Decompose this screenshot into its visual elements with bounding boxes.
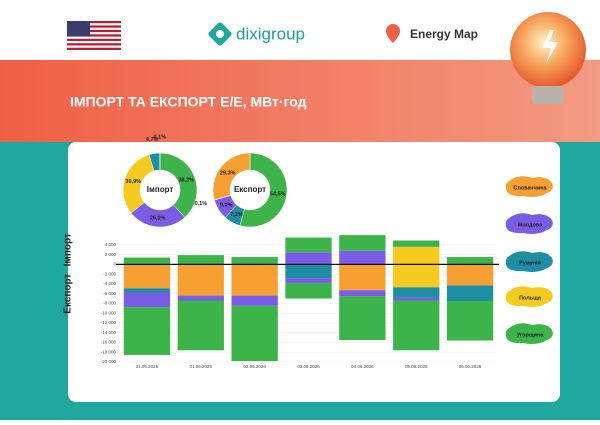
- x-tick-label: 31.05.2026: [136, 364, 159, 369]
- bar-segment: [447, 301, 493, 341]
- slice-label: 54,5%: [270, 191, 286, 197]
- slice-label: 26,0%: [150, 215, 166, 221]
- x-tick-label: 03.06.2026: [297, 364, 320, 369]
- legend-label: Румунія: [519, 260, 541, 266]
- bar-segment: [285, 252, 331, 264]
- bar-segment: [124, 307, 170, 355]
- slice-label: 7,2%: [230, 212, 243, 218]
- slice-label: 30,9%: [125, 179, 141, 185]
- slice-label: 0,1%: [154, 134, 167, 140]
- y-tick-label: -10 000: [101, 310, 117, 315]
- legend-label: Словаччина: [513, 185, 547, 191]
- y-tick-label: -6 000: [103, 291, 116, 296]
- bar-segment: [124, 288, 170, 292]
- slice-label: 38,3%: [178, 177, 194, 183]
- bar-segment: [339, 251, 385, 265]
- slice-label: 9,0%: [220, 202, 233, 208]
- legend-label: Польща: [519, 295, 542, 301]
- x-tick-label: 06.06.2026: [459, 364, 482, 369]
- bar-segment: [124, 258, 170, 265]
- bar-segment: [393, 240, 439, 246]
- bar-segment: [393, 301, 439, 351]
- y-label-export: Експорт: [63, 274, 74, 314]
- title: ІМПОРТ ТА ЕКСПОРТ Е/Е, МВт·год: [70, 94, 307, 110]
- x-tick-label: 01.06.2026: [190, 364, 213, 369]
- bar-segment: [231, 296, 277, 306]
- bar-segment: [231, 264, 277, 295]
- bar-segment: [393, 287, 439, 297]
- bar-segment: [447, 264, 493, 285]
- y-tick-label: -2 000: [103, 271, 116, 276]
- bar-segment: [393, 298, 439, 301]
- y-tick-label: -18 000: [101, 349, 117, 354]
- x-tick-label: 02.06.2026: [243, 364, 266, 369]
- slice-label: 29,3%: [220, 170, 236, 176]
- logo-text: dixigroup: [236, 24, 305, 43]
- y-tick-label: -4 000: [103, 281, 116, 286]
- bar-segment: [124, 292, 170, 307]
- y-tick-label: -12 000: [101, 320, 117, 325]
- bar-segment: [393, 247, 439, 265]
- x-tick-label: 04.06.2026: [351, 364, 374, 369]
- bar-segment: [178, 264, 224, 295]
- y-tick-label: -8 000: [103, 301, 116, 306]
- bar-segment: [285, 278, 331, 283]
- bar-segment: [285, 283, 331, 299]
- donut-center: Імпорт: [147, 185, 174, 194]
- legend-label: Молдова: [518, 222, 543, 228]
- bar-segment: [231, 306, 277, 361]
- bar-segment: [339, 290, 385, 296]
- bar-segment: [178, 301, 224, 351]
- bar-segment: [124, 264, 170, 288]
- bar-segment: [393, 264, 439, 287]
- bar-segment: [178, 296, 224, 301]
- donut-center: Експорт: [234, 185, 266, 194]
- bar-segment: [339, 296, 385, 340]
- energy-map: Energy Map: [410, 27, 478, 41]
- y-tick-label: -16 000: [101, 340, 117, 345]
- bar-segment: [339, 235, 385, 251]
- bar-segment: [285, 264, 331, 278]
- slice-label: 0,1%: [195, 201, 208, 207]
- x-tick-label: 05.06.2026: [405, 364, 428, 369]
- legend-label: Угорщина: [517, 332, 544, 338]
- y-tick-label: -20 000: [101, 359, 117, 364]
- y-tick-label: 4 000: [105, 242, 117, 247]
- y-tick-label: 2 000: [105, 252, 117, 257]
- bar-segment: [447, 285, 493, 301]
- bar-segment: [178, 255, 224, 264]
- bar-segment: [285, 238, 331, 253]
- y-tick-label: -14 000: [101, 330, 117, 335]
- bar-segment: [339, 264, 385, 290]
- us-flag: [67, 21, 121, 50]
- bar-segment: [447, 257, 493, 264]
- y-label-import: Імпорт: [63, 233, 74, 266]
- bar-segment: [231, 257, 277, 264]
